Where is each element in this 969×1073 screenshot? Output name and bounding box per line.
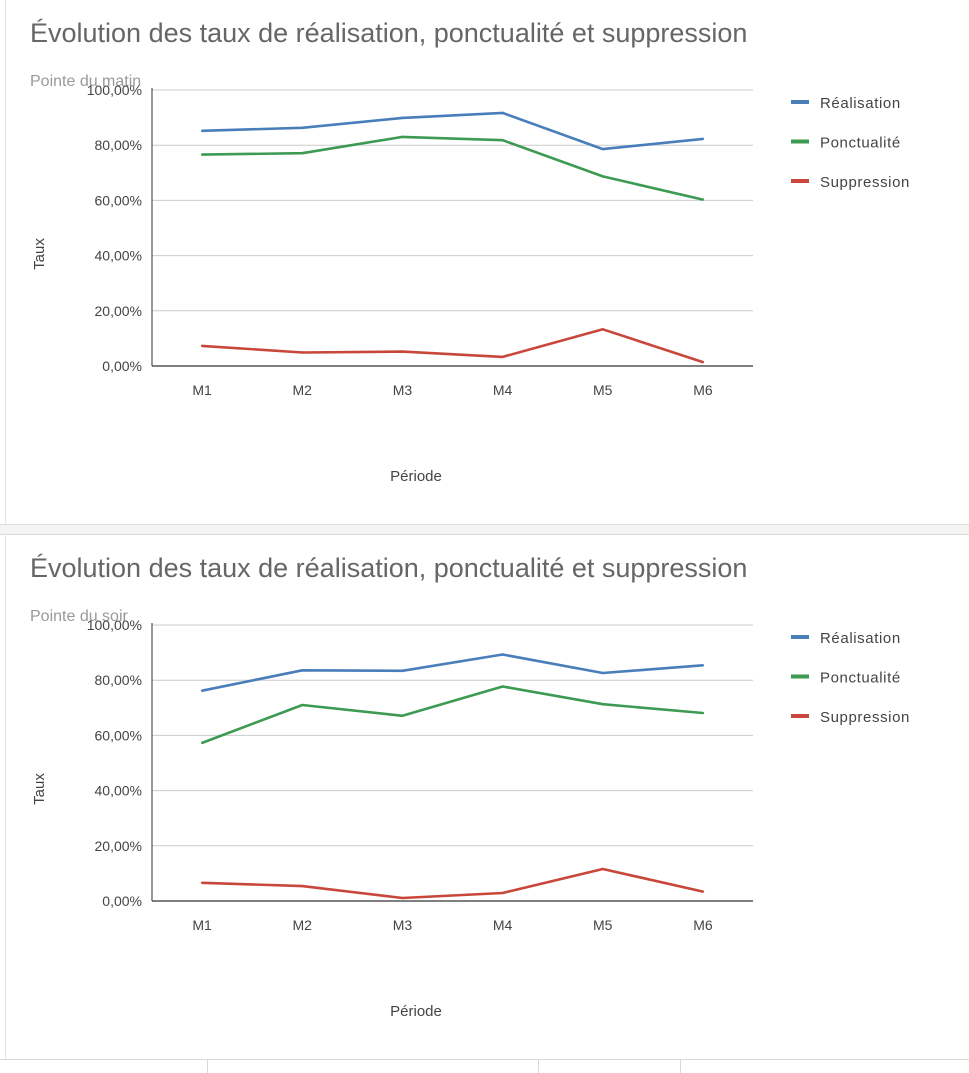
legend-label: Suppression: [820, 174, 910, 191]
data-point: [601, 703, 604, 706]
legend-label: Ponctualité: [820, 135, 901, 152]
y-tick-label: 0,00%: [102, 358, 142, 374]
data-point: [200, 741, 204, 745]
data-point: [301, 884, 304, 888]
data-point: [301, 351, 304, 354]
x-tick-label: M4: [493, 382, 513, 398]
chart-subtitle: Pointe du matin: [30, 73, 141, 90]
legend-label: Suppression: [820, 709, 910, 726]
data-point: [701, 360, 705, 364]
data-point: [501, 685, 504, 688]
legend-label: Réalisation: [820, 630, 901, 647]
y-axis-label: Taux: [31, 773, 48, 805]
legend-swatch: [791, 179, 809, 183]
x-tick-label: M5: [593, 382, 613, 398]
chart-canvas: Évolution des taux de réalisation, ponct…: [30, 18, 910, 485]
data-point: [401, 669, 404, 673]
data-point: [401, 714, 404, 718]
x-tick-label: M3: [393, 382, 413, 398]
y-tick-label: 100,00%: [87, 617, 142, 633]
x-tick-label: M1: [192, 917, 212, 933]
x-tick-label: M4: [493, 917, 513, 933]
x-tick-label: M2: [293, 917, 313, 933]
data-point: [301, 126, 304, 130]
data-point: [501, 653, 504, 656]
data-point: [501, 111, 504, 115]
x-tick-label: M1: [192, 382, 212, 398]
series-line-ponctualité: [201, 685, 704, 745]
data-point: [200, 881, 204, 884]
x-tick-label: M6: [693, 917, 713, 933]
series-line-ponctualité: [202, 135, 704, 201]
morning-peak-chart[interactable]: Évolution des taux de réalisation, ponct…: [6, 0, 969, 524]
data-point: [701, 198, 705, 201]
chart-title: Évolution des taux de réalisation, ponct…: [30, 18, 747, 48]
evening-peak-chart[interactable]: Évolution des taux de réalisation, ponct…: [6, 535, 969, 1059]
data-point: [701, 664, 705, 667]
series-line-réalisation: [201, 653, 703, 692]
data-point: [301, 669, 304, 672]
chart-canvas: Évolution des taux de réalisation, ponct…: [30, 553, 910, 1020]
data-point: [401, 350, 404, 353]
legend-swatch: [791, 139, 809, 144]
column-separator: [538, 1060, 539, 1073]
y-tick-label: 60,00%: [95, 192, 142, 208]
data-point: [401, 896, 404, 900]
legend-swatch: [791, 635, 809, 639]
chart-subtitle: Pointe du soir: [30, 608, 129, 625]
legend-swatch: [791, 100, 809, 104]
data-point: [200, 344, 204, 348]
legend-label: Ponctualité: [820, 670, 901, 687]
data-point: [601, 671, 604, 675]
x-tick-label: M5: [593, 917, 613, 933]
column-separator: [680, 1060, 681, 1073]
x-tick-label: M3: [393, 917, 413, 933]
data-point: [601, 328, 604, 331]
data-point: [301, 152, 304, 155]
data-point: [200, 689, 204, 692]
y-tick-label: 20,00%: [95, 838, 142, 854]
data-point: [601, 175, 604, 178]
y-tick-label: 80,00%: [95, 137, 142, 153]
y-tick-label: 80,00%: [95, 672, 142, 688]
data-point: [200, 153, 204, 156]
y-tick-label: 0,00%: [102, 893, 142, 909]
data-point: [501, 891, 504, 895]
series-line-suppression: [202, 867, 704, 900]
data-point: [601, 147, 604, 151]
data-point: [401, 135, 404, 139]
data-point: [301, 703, 304, 707]
y-tick-label: 20,00%: [95, 303, 142, 319]
data-point: [401, 116, 404, 120]
data-point: [501, 355, 504, 359]
legend-swatch: [791, 674, 809, 679]
x-axis-label: Période: [390, 468, 442, 485]
chart-divider: [0, 524, 969, 535]
y-tick-label: 60,00%: [95, 727, 142, 743]
x-tick-label: M6: [693, 382, 713, 398]
y-tick-label: 40,00%: [95, 783, 142, 799]
series-line-réalisation: [202, 111, 704, 151]
x-axis-label: Période: [390, 1003, 442, 1020]
series-line-suppression: [202, 327, 704, 364]
data-point: [701, 137, 705, 141]
data-point: [601, 867, 604, 871]
y-tick-label: 40,00%: [95, 248, 142, 264]
column-separator: [207, 1060, 208, 1073]
data-point: [200, 129, 204, 133]
data-point: [501, 139, 504, 142]
x-tick-label: M2: [293, 382, 313, 398]
y-axis-label: Taux: [31, 238, 48, 270]
data-point: [701, 711, 705, 715]
chart-title: Évolution des taux de réalisation, ponct…: [30, 553, 747, 583]
data-point: [701, 890, 705, 893]
spreadsheet-row-strip: [0, 1059, 969, 1073]
legend-swatch: [791, 714, 809, 718]
y-tick-label: 100,00%: [87, 82, 142, 98]
legend-label: Réalisation: [820, 95, 901, 112]
